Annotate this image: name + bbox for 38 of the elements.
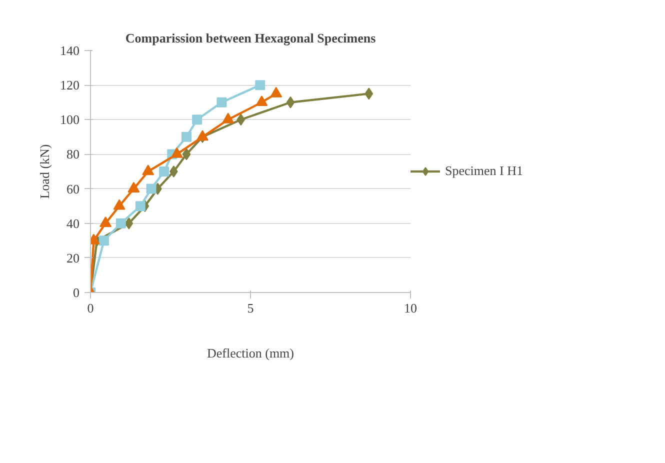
x-tick-label: 0 [87, 300, 94, 316]
point [128, 182, 140, 192]
point [364, 88, 374, 100]
y-axis-title: Load (kN) [37, 144, 52, 199]
point [170, 147, 183, 158]
point [100, 216, 112, 228]
y-tick-label: 0 [73, 285, 80, 300]
legend-label: Specimen I H1 [445, 163, 523, 179]
point [256, 96, 268, 106]
point [116, 218, 126, 228]
point [98, 236, 109, 246]
point [146, 184, 156, 194]
point [182, 148, 191, 160]
point [182, 132, 192, 142]
chart-title: Comparission between Hexagonal Specimens [125, 30, 376, 46]
y-tick-label: 140 [60, 43, 80, 58]
point [222, 112, 234, 124]
point [236, 114, 246, 126]
y-tick-label: 60 [66, 181, 80, 196]
point [170, 166, 178, 178]
x-axis-title: Deflection (mm) [207, 346, 294, 360]
point [286, 96, 295, 108]
y-tick-label: 120 [60, 78, 80, 93]
y-tick-label: 40 [66, 216, 80, 231]
point [192, 114, 202, 125]
point [124, 217, 134, 230]
point [255, 80, 266, 90]
point [142, 164, 154, 176]
point [113, 199, 126, 210]
y-tick-label: 100 [60, 112, 80, 128]
point [270, 86, 282, 98]
x-tick-label: 10 [404, 300, 417, 316]
x-tick-label: 5 [247, 300, 254, 316]
y-tick-label: 80 [66, 146, 80, 162]
point [159, 166, 170, 176]
point [216, 97, 227, 108]
point [135, 201, 146, 212]
y-tick-label: 20 [66, 250, 80, 266]
